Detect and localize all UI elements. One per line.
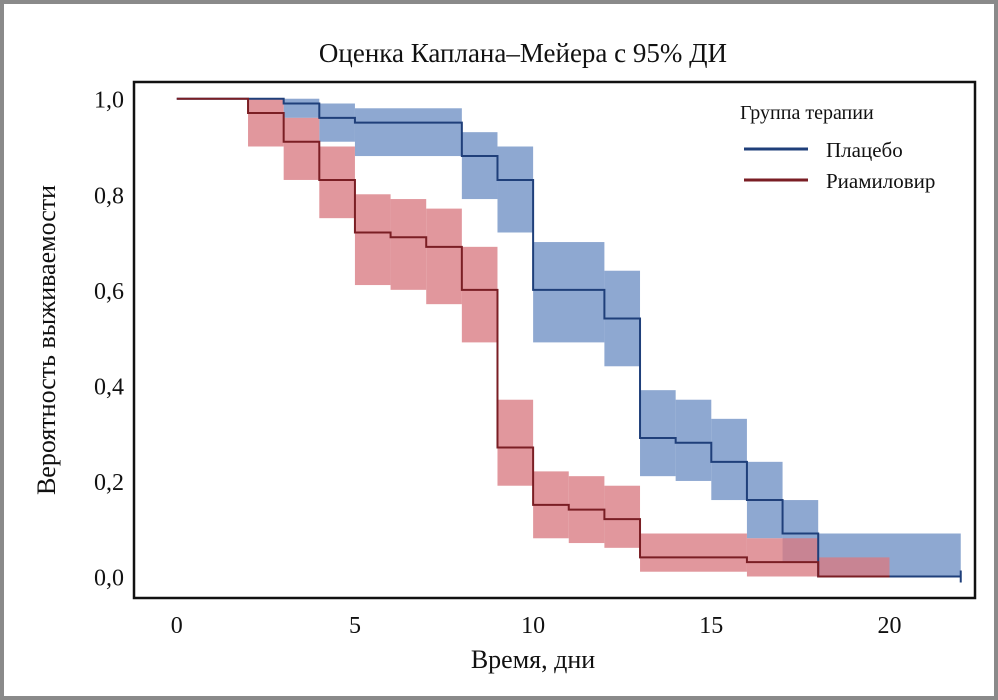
ci-band-placebo	[283, 98, 320, 118]
ci-band-placebo	[640, 390, 676, 477]
legend: Группа терапии Плацебо Риамиловир	[740, 102, 935, 193]
x-tick-label: 10	[521, 613, 545, 639]
chart-title: Оценка Каплана–Мейера с 95% ДИ	[319, 38, 727, 68]
ci-band-riamilovir	[604, 485, 641, 548]
y-tick-label: 0,0	[94, 566, 124, 592]
x-axis-ticks: 0 5 10 15 20	[171, 613, 902, 639]
ci-band-riamilovir	[426, 208, 462, 305]
ci-band-riamilovir	[818, 557, 890, 577]
ci-band-placebo	[533, 242, 605, 343]
ci-band-riamilovir	[248, 98, 284, 147]
legend-title: Группа терапии	[740, 102, 874, 124]
chart-frame	[4, 4, 994, 696]
ci-band-placebo	[354, 108, 462, 157]
x-tick-label: 0	[171, 613, 183, 639]
y-tick-label: 1,0	[94, 88, 124, 114]
y-tick-label: 0,8	[94, 183, 124, 209]
ci-band-placebo	[461, 132, 498, 200]
ci-bands	[248, 98, 961, 577]
ci-band-riamilovir	[354, 194, 391, 286]
ci-band-riamilovir	[461, 246, 498, 343]
ci-band-riamilovir	[283, 117, 320, 180]
legend-label-placebo: Плацебо	[826, 138, 903, 162]
ci-band-riamilovir	[319, 146, 355, 219]
ci-band-riamilovir	[746, 538, 819, 577]
y-tick-label: 0,4	[94, 374, 124, 400]
x-tick-label: 20	[877, 613, 901, 639]
y-axis-ticks: 0,0 0,2 0,4 0,6 0,8 1,0	[94, 88, 124, 592]
plot-frame	[132, 80, 977, 600]
survival-line-riamilovir	[176, 97, 890, 578]
ci-band-placebo	[497, 146, 534, 233]
survival-curves	[176, 97, 962, 583]
survival-line-placebo	[176, 97, 961, 578]
x-tick-label: 15	[699, 613, 723, 639]
ci-band-placebo	[711, 418, 747, 501]
y-tick-label: 0,2	[94, 470, 124, 496]
ci-band-riamilovir	[497, 399, 534, 486]
y-tick-label: 0,6	[94, 279, 124, 305]
ci-band-placebo	[675, 399, 712, 481]
ci-band-riamilovir	[390, 199, 427, 290]
legend-label-riamilovir: Риамиловир	[826, 169, 935, 193]
ci-band-placebo	[319, 103, 355, 142]
ci-band-riamilovir	[640, 533, 747, 572]
x-axis-label: Время, дни	[471, 645, 595, 674]
x-tick-label: 5	[349, 613, 361, 639]
y-axis-label: Вероятность выживаемости	[32, 185, 61, 495]
